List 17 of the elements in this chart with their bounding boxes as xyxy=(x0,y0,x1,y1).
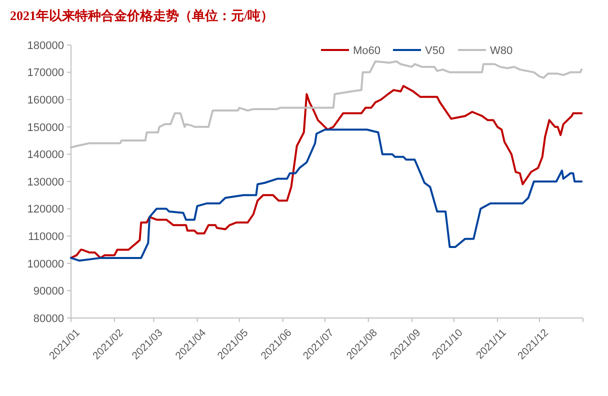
legend-label: W80 xyxy=(490,44,513,57)
y-tick-label: 170000 xyxy=(27,67,64,80)
legend-label: Mo60 xyxy=(353,44,381,57)
y-tick-label: 90000 xyxy=(33,286,64,298)
y-tick-label: 100000 xyxy=(27,258,64,270)
y-tick-label: 130000 xyxy=(27,176,64,188)
y-tick-label: 140000 xyxy=(27,149,64,162)
y-tick-label: 120000 xyxy=(27,204,64,216)
line-series xyxy=(70,128,583,262)
chart-title: 2021年以来特种合金价格走势（单位：元/吨） xyxy=(10,8,274,23)
y-tick-label: 110000 xyxy=(28,230,64,243)
line-series xyxy=(70,84,583,259)
y-tick-label: 80000 xyxy=(33,312,64,325)
y-tick-label: 180000 xyxy=(27,40,64,52)
legend-label: V50 xyxy=(425,44,445,57)
y-tick-label: 160000 xyxy=(27,94,64,106)
y-tick-label: 150000 xyxy=(27,122,64,134)
